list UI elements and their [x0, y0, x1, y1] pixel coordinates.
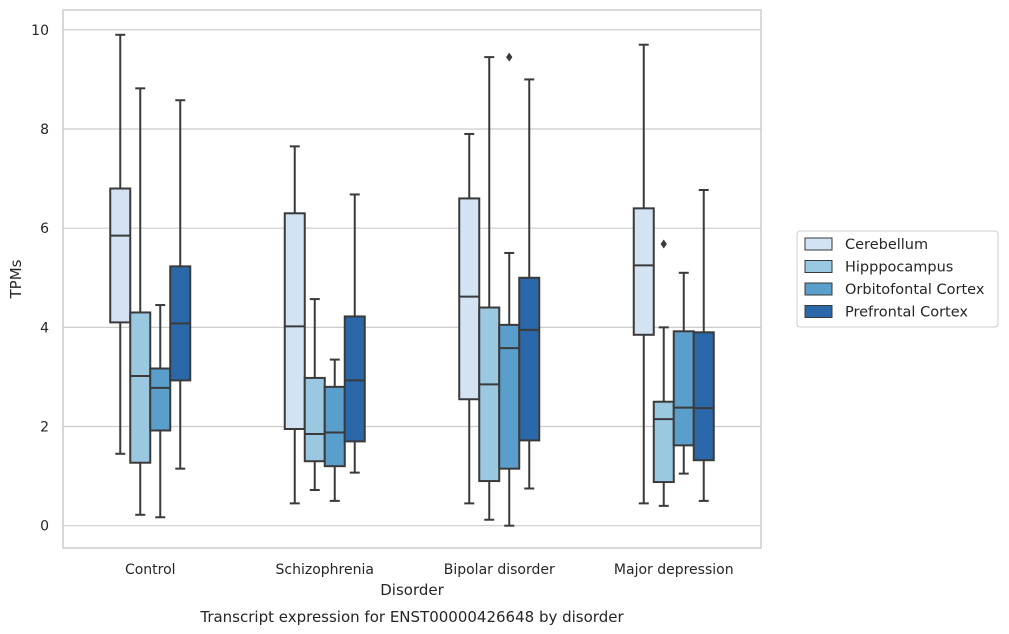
legend-frame: [796, 230, 999, 328]
legend-swatch: [804, 260, 833, 273]
plot-frame: [62, 9, 762, 549]
box-hipppocampus: [129, 87, 152, 516]
box-cerebellum: [632, 43, 655, 505]
box-iqr: [129, 311, 152, 464]
outlier-point: [506, 52, 513, 62]
box-iqr: [458, 197, 481, 401]
box-iqr: [303, 376, 326, 463]
x-tick-label: Schizophrenia: [276, 562, 374, 578]
box-iqr: [518, 276, 541, 442]
x-tick-label: Major depression: [614, 562, 734, 578]
box-iqr: [672, 330, 695, 447]
box-cerebellum: [283, 145, 306, 505]
box-cerebellum: [109, 33, 132, 455]
box-cerebellum: [458, 132, 481, 505]
box-iqr: [109, 187, 132, 324]
box-iqr: [283, 212, 306, 430]
box-iqr: [149, 367, 172, 432]
box-prefrontal-cortex: [169, 99, 192, 470]
legend-label: Cerebellum: [845, 237, 928, 253]
x-tick-labels: Control Schizophrenia Bipolar disorder Majo…: [125, 562, 734, 578]
legend-label: Prefrontal Cortex: [845, 305, 968, 321]
x-axis-label: Disorder: [380, 581, 444, 599]
y-tick-label: 2: [40, 420, 49, 436]
legend-label: Orbitofontal Cortex: [845, 282, 985, 298]
y-tick-label: 8: [40, 122, 49, 138]
box-iqr: [632, 207, 655, 336]
box-orbitofontal-cortex: [498, 52, 521, 527]
legend-label: Hipppocampus: [845, 260, 953, 276]
legend: Cerebellum Hipppocampus Orbitofontal Corte…: [796, 230, 999, 328]
y-axis-label: TPMs: [7, 259, 25, 299]
y-tick-label: 4: [40, 320, 49, 336]
box-prefrontal-cortex: [692, 188, 715, 502]
outlier-point: [660, 239, 667, 249]
y-tick-label: 10: [31, 23, 49, 39]
box-hipppocampus: [652, 239, 675, 507]
x-tick-label: Control: [125, 562, 176, 578]
box-orbitofontal-cortex: [149, 304, 172, 519]
chart-caption: Transcript expression for ENST0000042664…: [199, 608, 624, 626]
box-hipppocampus: [478, 56, 501, 521]
box-orbitofontal-cortex: [323, 358, 346, 502]
box-prefrontal-cortex: [343, 193, 366, 474]
box-prefrontal-cortex: [518, 78, 541, 490]
box-iqr: [478, 306, 501, 483]
legend-swatch: [804, 282, 833, 296]
y-tick-label: 6: [40, 221, 49, 237]
box-iqr: [498, 323, 521, 470]
y-tick-labels: 0 2 4 6 8 10: [31, 23, 49, 535]
x-tick-label: Bipolar disorder: [444, 562, 555, 578]
legend-swatch: [804, 305, 833, 318]
box-iqr: [692, 331, 715, 462]
box-iqr: [652, 400, 675, 484]
legend-swatch: [804, 237, 833, 251]
box-orbitofontal-cortex: [672, 271, 695, 475]
box-iqr: [323, 385, 346, 468]
boxes: [109, 33, 715, 527]
y-tick-label: 0: [40, 519, 49, 535]
box-iqr: [343, 315, 366, 443]
